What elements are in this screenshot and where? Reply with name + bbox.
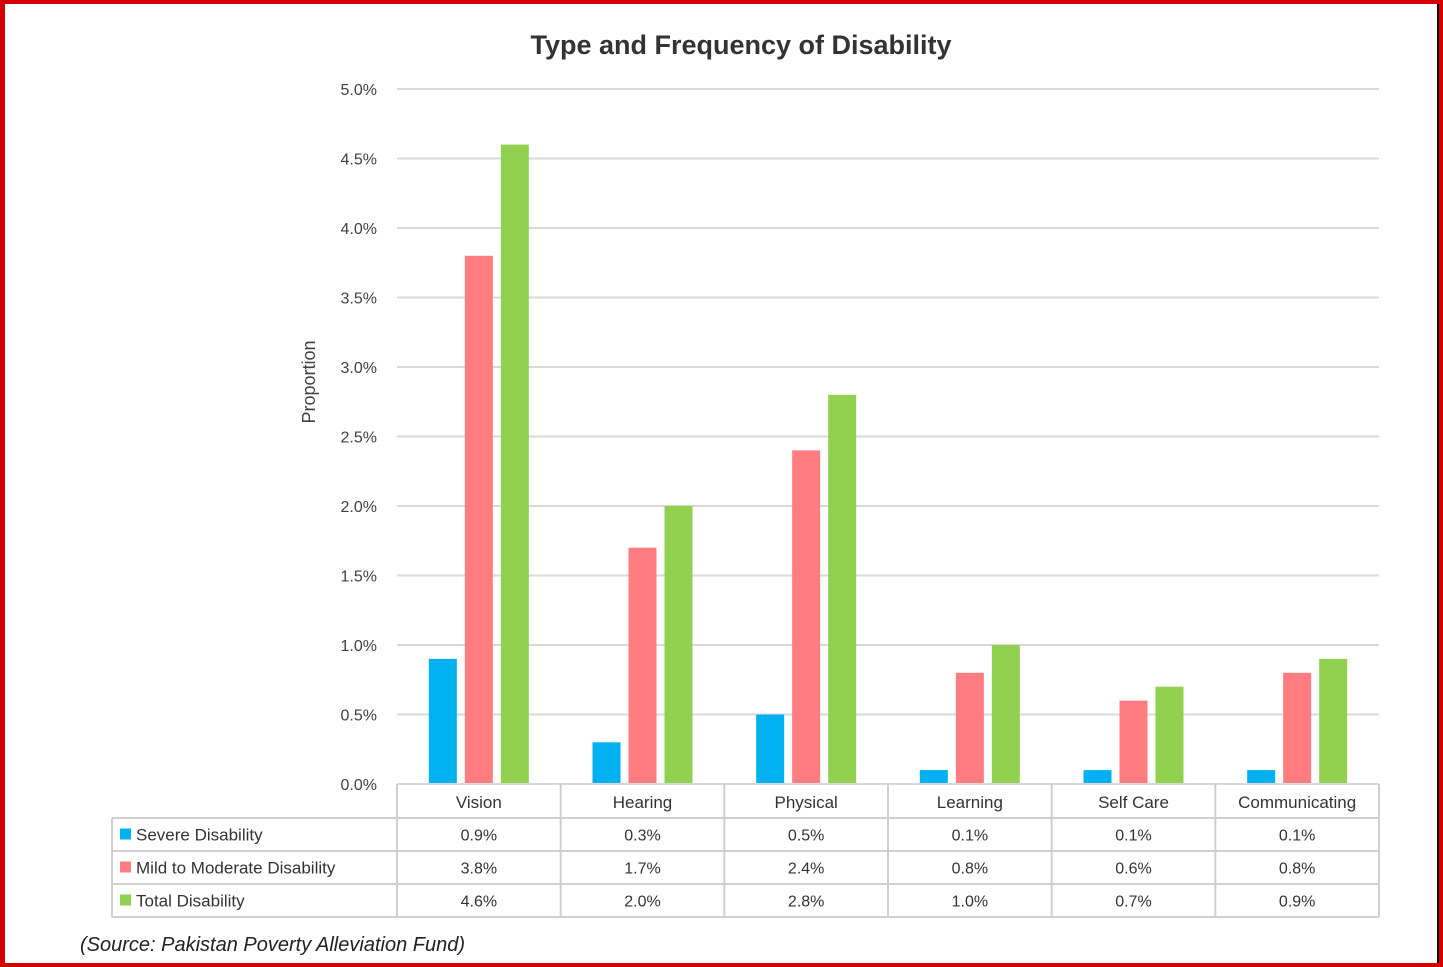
data-label: 0.3% (624, 828, 660, 845)
x-tick-label: Vision (456, 793, 502, 812)
data-label: 0.6% (1115, 861, 1151, 878)
y-tick-label: 1.5% (341, 569, 377, 586)
bar (428, 658, 457, 784)
y-tick-label: 3.0% (341, 360, 377, 377)
bar (1083, 770, 1112, 784)
bar (919, 770, 948, 784)
bar (756, 714, 785, 784)
data-label: 0.1% (1279, 828, 1315, 845)
x-tick-label: Hearing (613, 793, 673, 812)
bar (1155, 686, 1184, 784)
chart: Type and Frequency of Disability 0.0% 0.5%… (111, 30, 1380, 918)
y-tick-label: 5.0% (341, 82, 377, 99)
y-tick-label: 2.5% (341, 430, 377, 447)
y-tick-label: 4.5% (341, 152, 377, 169)
data-label: 0.8% (1279, 861, 1315, 878)
bar (1283, 672, 1312, 784)
data-label: 0.5% (788, 828, 824, 845)
data-label: 1.0% (952, 894, 988, 911)
data-label: 0.9% (461, 828, 497, 845)
data-label: 0.1% (1115, 828, 1151, 845)
data-label: 0.9% (1279, 894, 1315, 911)
source-note: (Source: Pakistan Poverty Alleviation Fu… (80, 934, 465, 956)
x-tick-label: Learning (937, 793, 1003, 812)
data-label: 0.8% (952, 861, 988, 878)
legend-label: Total Disability (136, 892, 245, 911)
legend-swatch (120, 828, 131, 840)
x-tick-label: Self Care (1098, 793, 1169, 812)
data-label: 4.6% (461, 894, 497, 911)
bar (664, 506, 693, 784)
legend-swatch (120, 861, 131, 873)
y-tick-label: 1.0% (341, 638, 377, 655)
bar (500, 144, 529, 785)
x-tick-label: Physical (775, 793, 838, 812)
legend-label: Severe Disability (136, 826, 263, 845)
bar (991, 645, 1020, 784)
y-tick-label: 2.0% (341, 499, 377, 516)
bar (828, 394, 857, 784)
bar (464, 255, 493, 785)
bar (955, 672, 984, 784)
data-label: 3.8% (461, 861, 497, 878)
legend-swatch (120, 894, 131, 906)
y-axis-label: Proportion (299, 340, 319, 423)
bar (628, 547, 657, 784)
legend-label: Mild to Moderate Disability (136, 859, 336, 878)
bar (1319, 658, 1348, 784)
bar (592, 742, 621, 784)
y-tick-label: 4.0% (341, 221, 377, 238)
chart-title: Type and Frequency of Disability (530, 30, 951, 60)
bar (1119, 700, 1148, 784)
y-tick-label: 3.5% (341, 291, 377, 308)
bar (792, 450, 821, 784)
bar (1247, 770, 1276, 784)
y-tick-label: 0.5% (341, 708, 377, 725)
data-label: 2.0% (624, 894, 660, 911)
x-tick-label: Communicating (1238, 793, 1356, 812)
data-label: 1.7% (624, 861, 660, 878)
data-label: 2.8% (788, 894, 824, 911)
data-label: 2.4% (788, 861, 824, 878)
chart-panel: Type and Frequency of Disability 0.0% 0.5%… (5, 4, 1437, 963)
data-label: 0.1% (952, 828, 988, 845)
data-label: 0.7% (1115, 894, 1151, 911)
y-tick-label: 0.0% (341, 777, 377, 794)
